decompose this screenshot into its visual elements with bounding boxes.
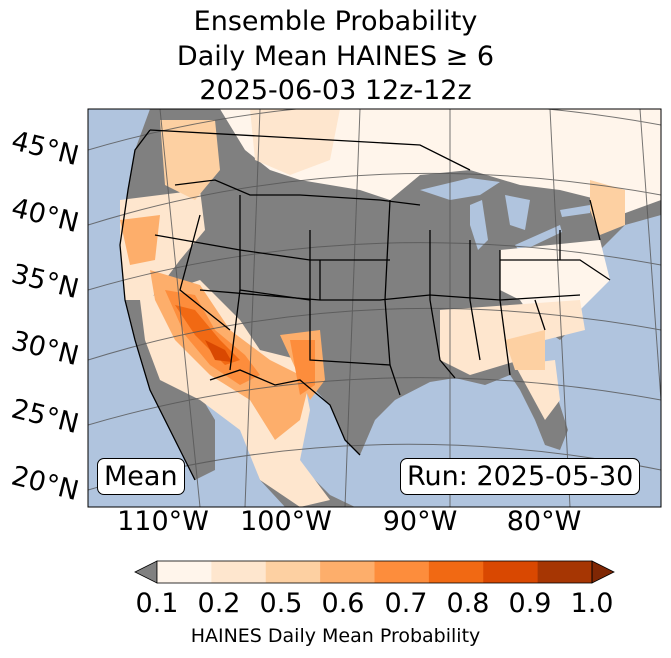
- colorbar-label: HAINES Daily Mean Probability: [190, 625, 481, 647]
- title-line-2: Daily Mean HAINES ≥ 6: [176, 41, 495, 72]
- colorbar-tick: 0.9: [508, 588, 552, 619]
- run-label: Run: 2025-05-30: [400, 458, 641, 495]
- lon-label-110: 110°W: [117, 506, 209, 537]
- colorbar-bin: [320, 561, 375, 583]
- colorbar-bin: [265, 561, 321, 583]
- colorbar-bins: [157, 561, 593, 583]
- state-borders: [119, 129, 611, 481]
- colorbar-bin: [157, 561, 212, 583]
- colorbar-frame: [156, 560, 593, 584]
- colorbar-tick: 1.0: [570, 588, 614, 619]
- colorbar: [134, 560, 615, 584]
- colorbar-bin: [428, 561, 484, 583]
- graticule: [88, 109, 661, 507]
- colorbar-bin: [374, 561, 430, 583]
- colorbar-under-arrow: [134, 560, 158, 584]
- mean-label: Mean: [97, 458, 185, 495]
- colorbar-tick: 0.8: [446, 588, 490, 619]
- colorbar-tick: 0.5: [259, 588, 303, 619]
- map-panel: [88, 109, 661, 507]
- lake-michigan: [470, 200, 488, 250]
- colorbar-tick: 0.2: [197, 588, 241, 619]
- colorbar-bin: [483, 561, 539, 583]
- map-frame: [87, 108, 662, 508]
- lake-erie: [515, 225, 562, 252]
- colorbar-bin: [537, 561, 593, 583]
- colorbar-tick: 0.1: [135, 588, 179, 619]
- lake-superior: [420, 178, 500, 200]
- lon-label-80: 80°W: [506, 506, 582, 537]
- lon-label-90: 90°W: [382, 506, 458, 537]
- colorbar-bin: [211, 561, 267, 583]
- title-line-1: Ensemble Probability: [193, 6, 478, 37]
- colorbar-tick: 0.7: [384, 588, 428, 619]
- colorbar-over-arrow: [591, 560, 615, 584]
- lake-ontario: [560, 205, 590, 217]
- title-line-3: 2025-06-03 12z-12z: [199, 75, 472, 106]
- lake-huron: [505, 195, 530, 230]
- colorbar-tick: 0.6: [321, 588, 365, 619]
- lon-label-100: 100°W: [240, 506, 332, 537]
